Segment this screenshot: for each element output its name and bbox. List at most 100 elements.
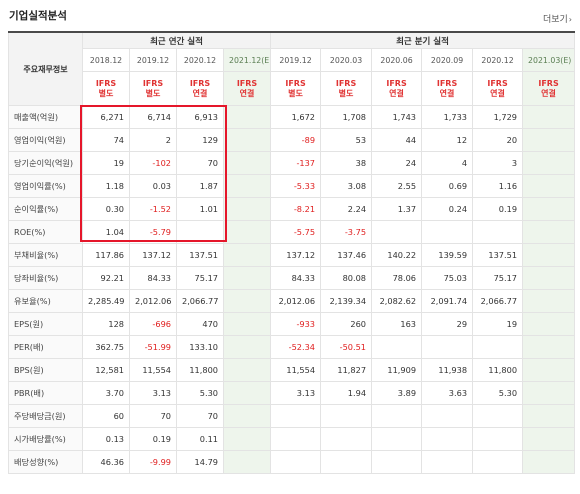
quarterly-group-header: 최근 분기 실적 — [270, 31, 576, 49]
data-cell — [222, 197, 272, 221]
period-header: 2019.12 — [270, 48, 322, 72]
data-cell — [222, 381, 272, 405]
period-header: 2020.03 — [320, 48, 373, 72]
data-cell: -8.21 — [270, 197, 322, 221]
data-cell: 11,827 — [320, 358, 373, 382]
data-cell — [522, 197, 576, 221]
accounting-standard-header: IFRS 별도 — [270, 71, 322, 106]
data-cell — [522, 381, 576, 405]
row-label: 주당배당금(원) — [8, 404, 83, 428]
data-cell — [320, 427, 373, 451]
table-row: 주당배당금(원) 60 70 70 — [8, 404, 576, 428]
data-cell — [522, 427, 576, 451]
data-cell: 3.89 — [371, 381, 423, 405]
data-cell — [522, 289, 576, 313]
period-header: 2021.03(E) — [522, 48, 576, 72]
accounting-standard-header: IFRS 연결 — [222, 71, 272, 106]
section-header: 기업실적분석 더보기› — [0, 0, 580, 30]
data-cell — [270, 450, 322, 474]
data-cell: 1,672 — [270, 105, 322, 129]
data-cell: 0.11 — [176, 427, 224, 451]
accounting-standard-header: IFRS 별도 — [82, 71, 130, 106]
data-cell — [222, 289, 272, 313]
data-cell: 1.04 — [82, 220, 130, 244]
accounting-standard-header: IFRS 연결 — [522, 71, 576, 106]
period-header: 2020.09 — [421, 48, 474, 72]
data-cell: 3 — [472, 151, 524, 175]
data-cell: 133.10 — [176, 335, 224, 359]
data-cell: 5.30 — [472, 381, 524, 405]
table-row: 당기순이익(억원) 19 -102 70 -137 38 24 4 3 — [8, 151, 576, 175]
data-cell: 24 — [371, 151, 423, 175]
data-cell: 19 — [472, 312, 524, 336]
data-cell — [371, 404, 423, 428]
data-cell: 1.94 — [320, 381, 373, 405]
data-cell: 11,909 — [371, 358, 423, 382]
data-cell: 3.13 — [270, 381, 322, 405]
row-label: 당기순이익(억원) — [8, 151, 83, 175]
data-cell — [222, 358, 272, 382]
more-label: 더보기 — [542, 15, 568, 25]
data-cell: 470 — [176, 312, 224, 336]
row-label: 매출액(억원) — [8, 105, 83, 129]
chevron-right-icon: › — [568, 15, 572, 24]
data-cell: 60 — [82, 404, 130, 428]
data-cell: 3.63 — [421, 381, 474, 405]
data-cell — [522, 151, 576, 175]
table-row: 유보율(%) 2,285.49 2,012.06 2,066.77 2,012.06 2,… — [8, 289, 576, 313]
basis-label: 연결 — [192, 88, 208, 98]
data-cell: 53 — [320, 128, 373, 152]
data-cell: 6,271 — [82, 105, 130, 129]
data-cell: 46.36 — [82, 450, 130, 474]
data-cell — [270, 427, 322, 451]
data-cell — [522, 266, 576, 290]
data-cell — [522, 174, 576, 198]
data-cell: -50.51 — [320, 335, 373, 359]
accounting-standard-header: IFRS 별도 — [129, 71, 177, 106]
period-header: 2020.12 — [472, 48, 524, 72]
basis-label: 연결 — [541, 88, 556, 98]
data-cell — [522, 358, 576, 382]
data-cell: 20 — [472, 128, 524, 152]
data-cell: 44 — [371, 128, 423, 152]
data-cell: 11,938 — [421, 358, 474, 382]
ifrs-label: IFRS — [335, 78, 357, 88]
basis-label: 연결 — [490, 88, 505, 98]
data-cell: 14.79 — [176, 450, 224, 474]
data-cell: 19 — [82, 151, 130, 175]
data-cell: 1,708 — [320, 105, 373, 129]
ifrs-label: IFRS — [95, 78, 117, 88]
label-column-header: 주요재무정보 — [8, 31, 83, 106]
data-cell: 29 — [421, 312, 474, 336]
data-cell: 2,091.74 — [421, 289, 474, 313]
data-cell: 92.21 — [82, 266, 130, 290]
data-cell: 6,913 — [176, 105, 224, 129]
data-cell: 0.13 — [82, 427, 130, 451]
row-label: 영업이익(억원) — [8, 128, 83, 152]
data-cell: 1.01 — [176, 197, 224, 221]
data-cell: -51.99 — [129, 335, 177, 359]
data-cell: 5.30 — [176, 381, 224, 405]
data-cell: 11,800 — [176, 358, 224, 382]
data-cell — [222, 450, 272, 474]
ifrs-label: IFRS — [236, 78, 258, 88]
row-label: ROE(%) — [8, 220, 83, 244]
data-cell: 129 — [176, 128, 224, 152]
row-label: 영업이익률(%) — [8, 174, 83, 198]
data-cell: 1,729 — [472, 105, 524, 129]
data-cell: 1,733 — [421, 105, 474, 129]
data-cell — [371, 220, 423, 244]
data-cell — [222, 128, 272, 152]
data-cell — [222, 266, 272, 290]
table-row: PER(배) 362.75 -51.99 133.10 -52.34 -50.51 — [8, 335, 576, 359]
data-cell — [222, 151, 272, 175]
table-row: 순이익률(%) 0.30 -1.52 1.01 -8.21 2.24 1.37 0.24 0.1… — [8, 197, 576, 221]
basis-label: 별도 — [288, 88, 303, 98]
data-cell: 0.03 — [129, 174, 177, 198]
data-cell — [522, 243, 576, 267]
more-link[interactable]: 더보기› — [543, 12, 572, 25]
data-cell — [421, 404, 474, 428]
period-header: 2020.12 — [176, 48, 224, 72]
data-cell: 2,285.49 — [82, 289, 130, 313]
data-cell: 84.33 — [270, 266, 322, 290]
